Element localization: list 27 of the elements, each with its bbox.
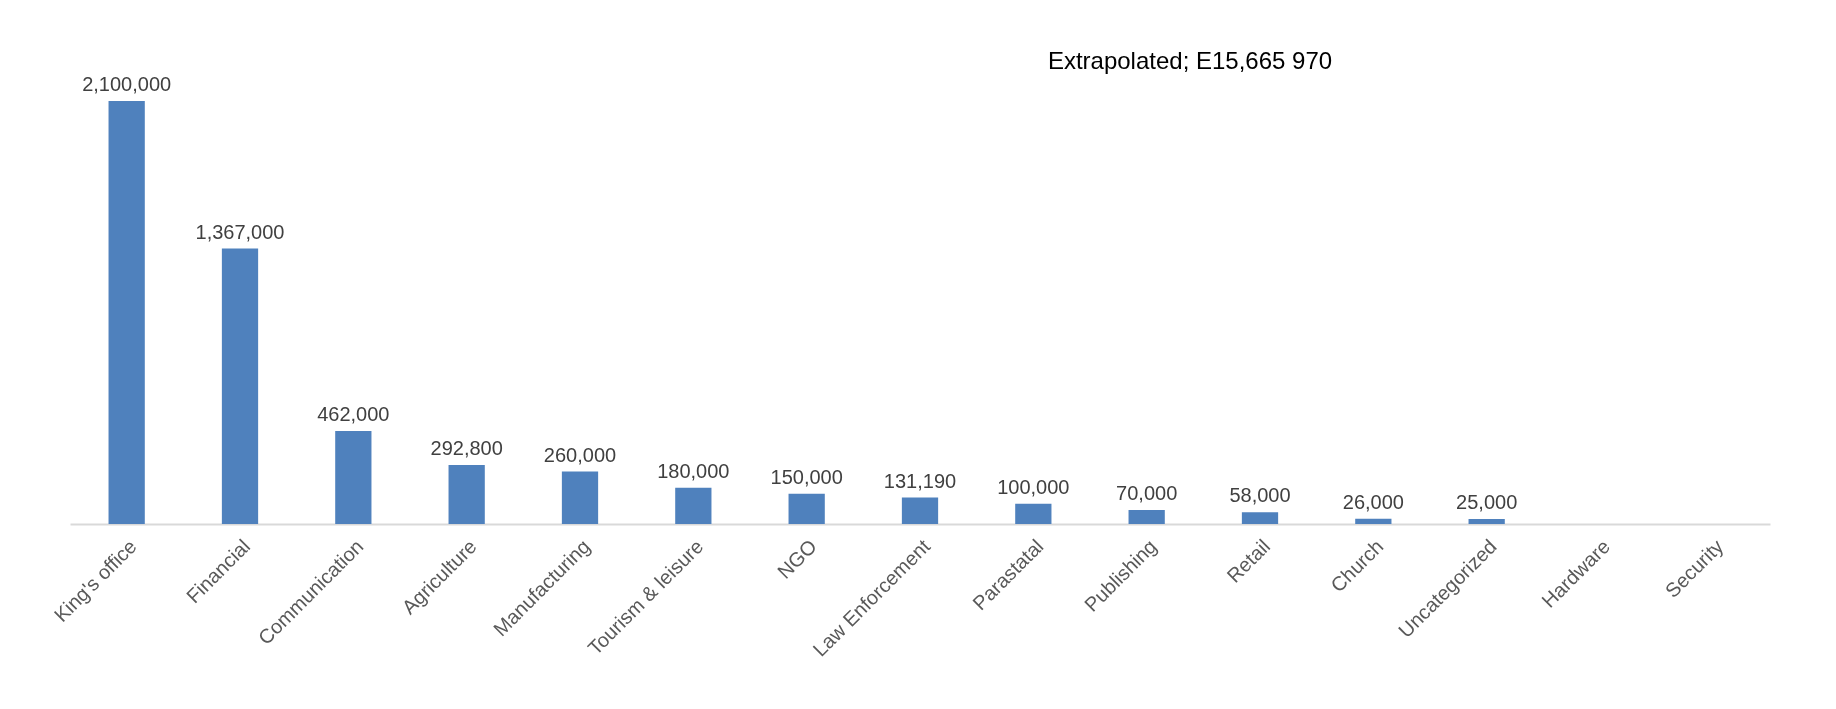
- bar: [1355, 518, 1392, 524]
- data-label: 58,000: [1229, 484, 1291, 507]
- data-label: 180,000: [657, 459, 730, 482]
- data-label: 100,000: [997, 475, 1070, 498]
- data-label: 25,000: [1456, 490, 1518, 513]
- bar: [448, 465, 485, 524]
- data-label: 70,000: [1116, 481, 1178, 504]
- data-label: 1,367,000: [195, 220, 285, 243]
- data-label: 2,100,000: [82, 72, 172, 95]
- bar: [1241, 512, 1279, 524]
- bar: [675, 487, 712, 524]
- text: Extrapolated; E15,665 970: [1047, 47, 1333, 74]
- bar: [561, 471, 599, 524]
- data-label: 292,800: [430, 437, 503, 460]
- data-label: 462,000: [317, 402, 390, 425]
- bar: [108, 100, 145, 524]
- bar: [1015, 503, 1052, 524]
- bar: [335, 430, 372, 524]
- bar: [901, 497, 939, 524]
- data-label: 150,000: [770, 465, 843, 488]
- data-label: 260,000: [543, 443, 617, 466]
- bar: [788, 493, 825, 524]
- bar: [221, 248, 259, 524]
- bar: [1468, 518, 1505, 524]
- data-label: 131,190: [883, 469, 957, 492]
- data-label: 26,000: [1342, 490, 1404, 513]
- bar: [1128, 509, 1165, 524]
